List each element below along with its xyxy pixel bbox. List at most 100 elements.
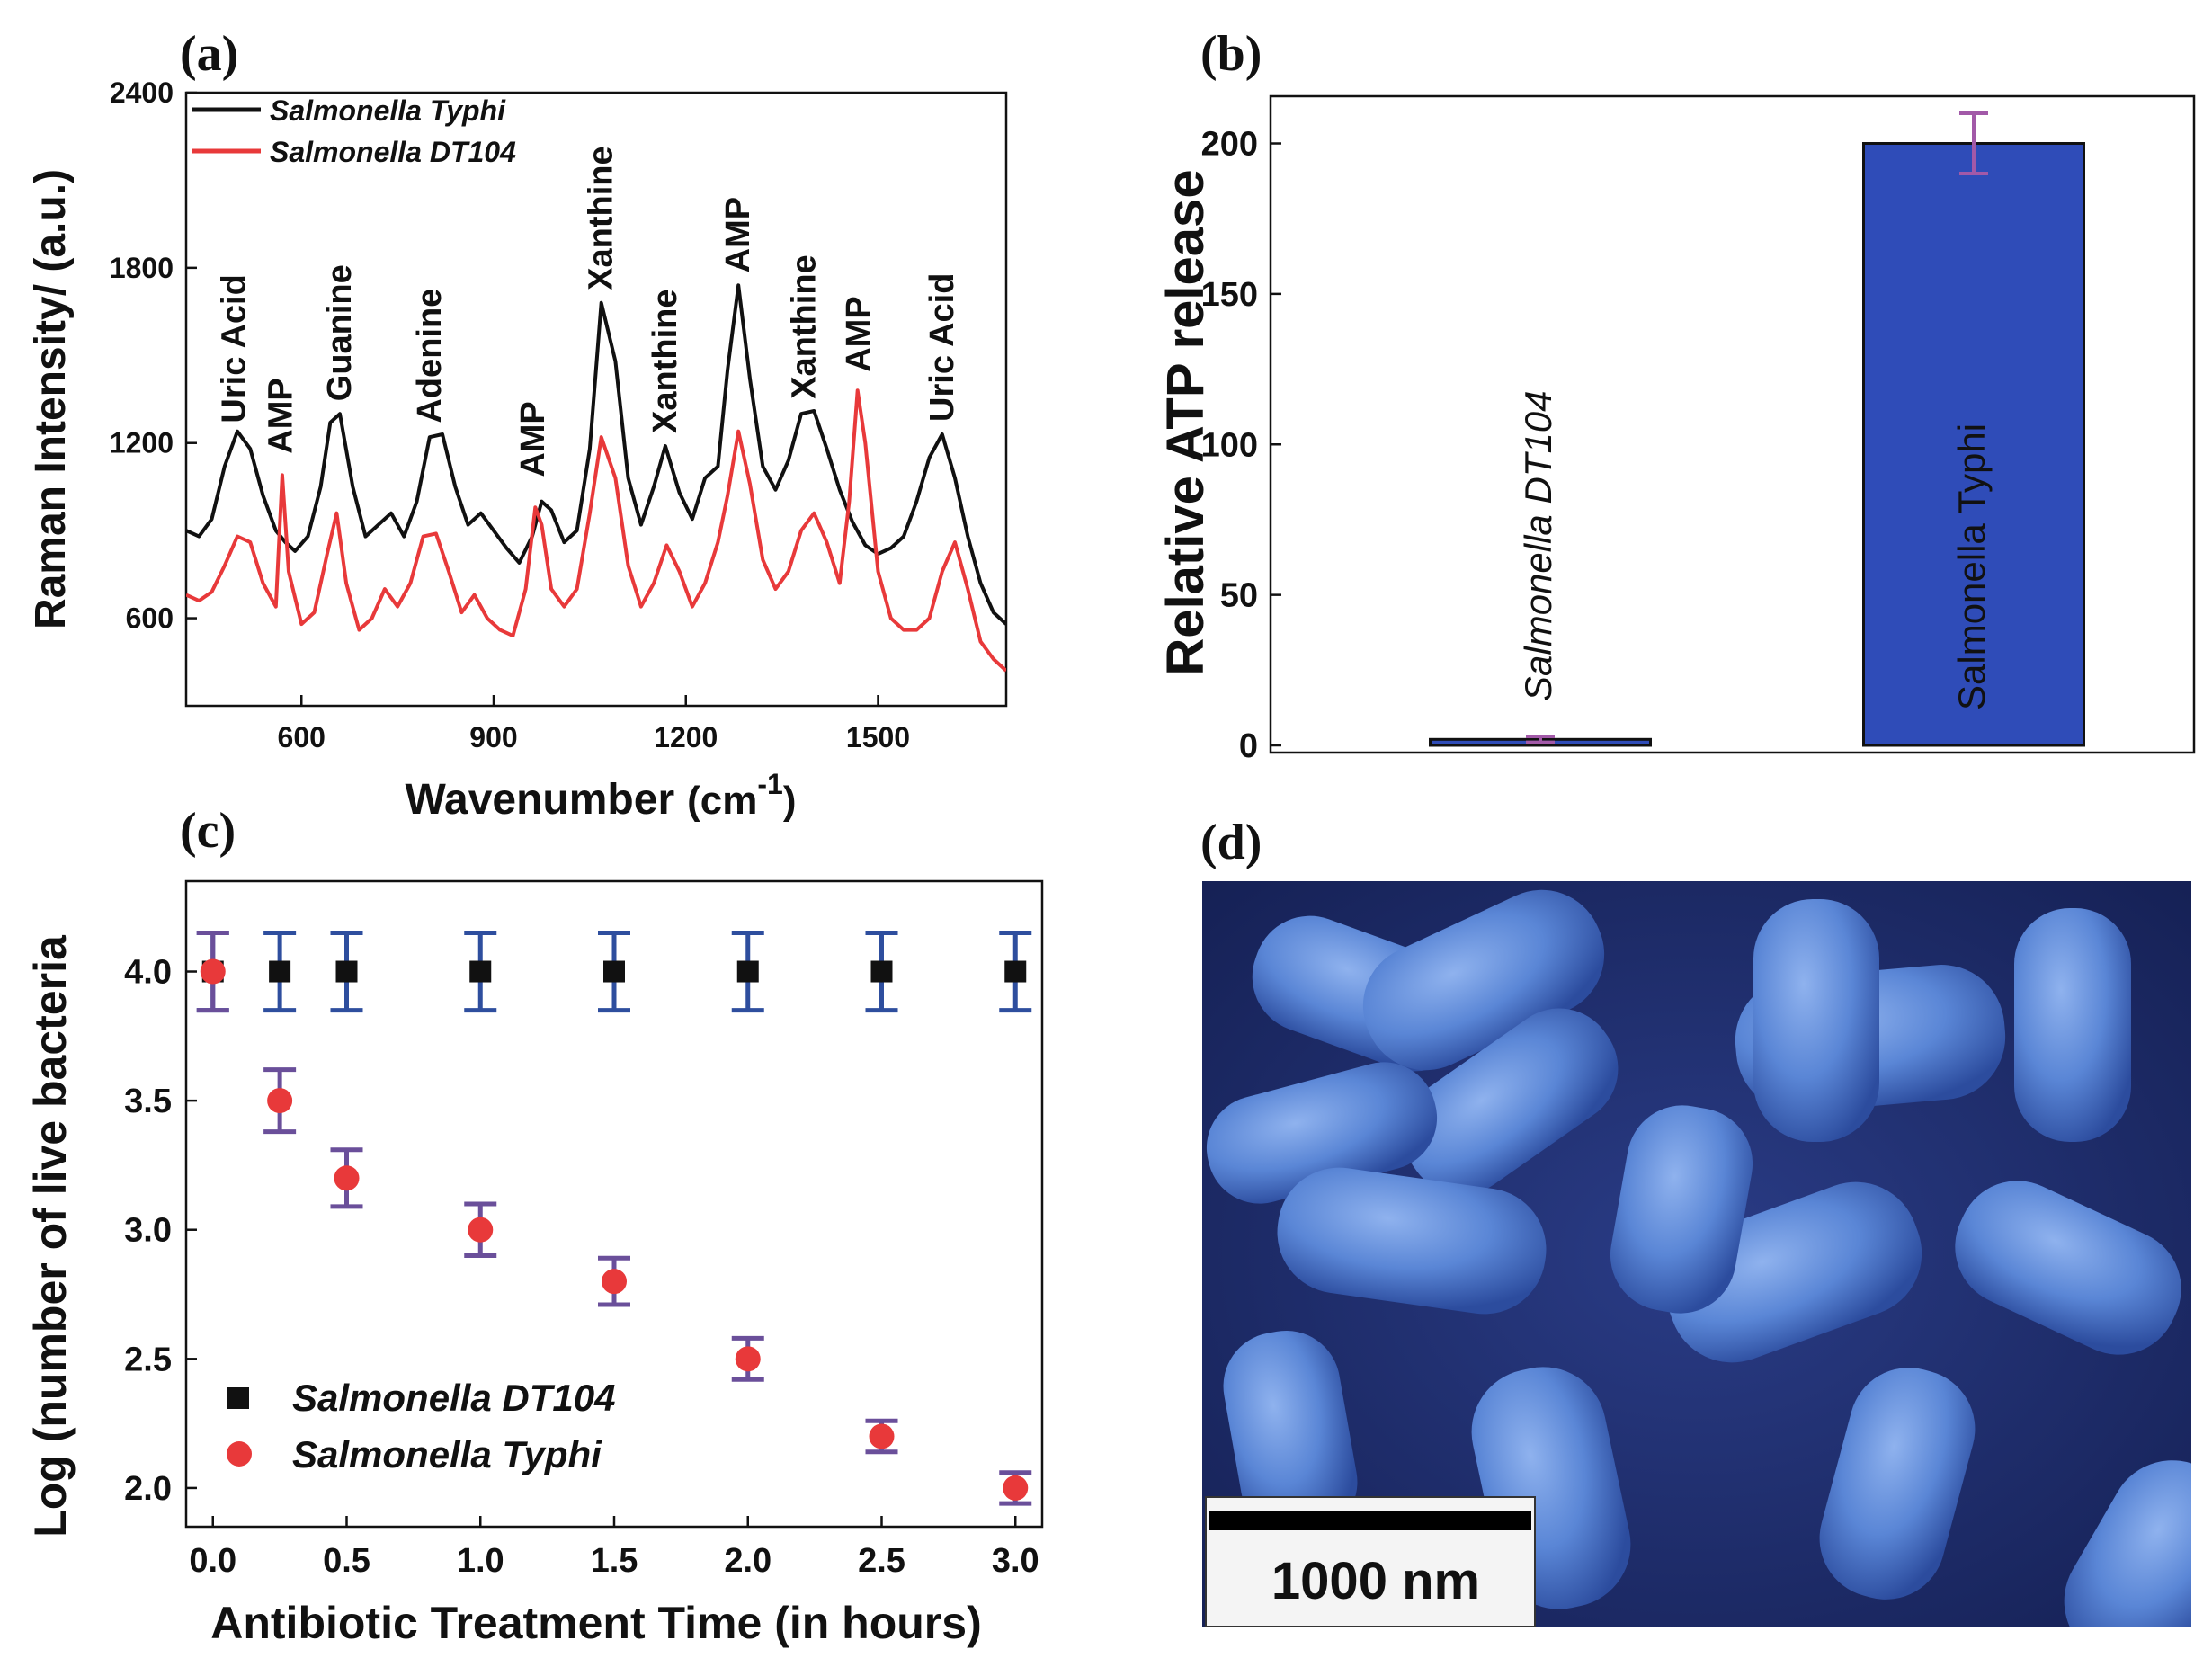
panel-b-axes-frame <box>1269 94 2196 754</box>
data-point-typhi <box>334 1165 360 1191</box>
x-tick-label: 1500 <box>846 721 910 753</box>
y-tick-label: 0 <box>1239 727 1258 765</box>
peak-label: AMP <box>514 401 552 477</box>
data-point-typhi <box>1003 1475 1029 1501</box>
x-tick-label: 900 <box>469 721 517 753</box>
data-point-dt104 <box>335 960 358 983</box>
panel-a-legend: Salmonella Typhi Salmonella DT104 <box>192 94 516 168</box>
peak-label: Uric Acid <box>215 274 253 423</box>
bar <box>1862 142 2085 747</box>
legend-marker-dt104 <box>227 1387 249 1409</box>
panel-c-survival: (c) 0.0 0.5 1.0 1.5 2.0 2.5 3.0 2.0 2.5 3.0 3.5 4.0… <box>25 803 1044 1648</box>
panel-b-label: (b) <box>1200 26 1262 82</box>
x-tick-label: 0.5 <box>323 1542 370 1580</box>
peak-label: AMP <box>262 378 299 453</box>
data-point-dt104 <box>603 960 625 983</box>
legend-label-dt104: Salmonella DT104 <box>270 136 516 168</box>
panel-c-xlabel: Antibiotic Treatment Time (in hours) <box>210 1598 981 1648</box>
peak-label: Guanine <box>321 264 359 401</box>
data-point-dt104 <box>870 960 893 983</box>
panel-d-label: (d) <box>1200 815 1262 870</box>
panel-b-bars: Salmonella DT104 Salmonella Typhi <box>1429 111 2085 747</box>
scale-bar: 1000 nm <box>1205 1496 1536 1627</box>
panel-a-xlabel-close: ) <box>783 779 797 823</box>
y-tick-label: 2.5 <box>124 1341 172 1378</box>
series-line-typhi <box>186 283 1006 626</box>
y-tick-label: 1200 <box>110 427 174 459</box>
x-tick-label: 600 <box>278 721 326 753</box>
panel-c-points <box>196 930 1032 1506</box>
panel-c-label: (c) <box>180 803 236 859</box>
bacterium <box>2014 908 2131 1142</box>
panel-b-ticks: 0 50 100 150 200 <box>1201 126 1281 765</box>
data-point-typhi <box>468 1217 494 1243</box>
y-tick-label: 1800 <box>110 252 174 284</box>
data-point-typhi <box>869 1423 895 1449</box>
y-tick-label: 200 <box>1201 126 1258 164</box>
x-tick-label: 1200 <box>654 721 718 753</box>
peak-label: Xanthine <box>583 146 620 290</box>
data-point-dt104 <box>1004 960 1027 983</box>
x-tick-label: 2.5 <box>858 1542 905 1580</box>
bacterium <box>1403 1008 1619 1195</box>
y-tick-label: 4.0 <box>124 954 172 992</box>
data-point-dt104 <box>736 960 759 983</box>
bacterium <box>1277 1167 1547 1315</box>
scale-bar-label: 1000 nm <box>1271 1552 1480 1610</box>
x-tick-label: 0.0 <box>189 1542 236 1580</box>
panel-d-micrograph: (d) 1000 nm <box>1200 815 2191 1627</box>
y-tick-label: 150 <box>1201 276 1258 314</box>
peak-label: AMP <box>840 296 878 371</box>
peak-label: AMP <box>719 197 757 272</box>
data-point-typhi <box>200 958 226 985</box>
category-label: Salmonella DT104 <box>1517 390 1559 701</box>
data-point-dt104 <box>269 960 291 983</box>
panel-a-xlabel-unit: (cm <box>687 779 757 823</box>
legend-label-dt104: Salmonella DT104 <box>292 1377 615 1419</box>
bacterium <box>1753 899 1879 1142</box>
panel-c-ylabel: Log (number of live bacteria <box>25 934 76 1538</box>
x-tick-label: 1.0 <box>457 1542 504 1580</box>
panel-a-ticks: 600 900 1200 1500 600 1200 1800 2400 <box>110 76 910 753</box>
bacterium <box>2064 1460 2191 1627</box>
y-tick-label: 100 <box>1201 426 1258 464</box>
bacterium <box>1362 889 1605 1071</box>
series-line-dt104 <box>186 388 1006 673</box>
x-tick-label: 1.5 <box>591 1542 638 1580</box>
panel-a-axes-frame <box>184 91 1008 708</box>
legend-label-typhi: Salmonella Typhi <box>270 94 506 127</box>
y-tick-label: 2.0 <box>124 1470 172 1508</box>
peak-label: Uric Acid <box>923 273 961 422</box>
peak-label: Xanthine <box>786 254 824 398</box>
bacterium <box>1223 1330 1358 1538</box>
panel-c-ticks: 0.0 0.5 1.0 1.5 2.0 2.5 3.0 2.0 2.5 3.0 3.5 4.0 <box>124 954 1039 1580</box>
data-point-typhi <box>267 1088 293 1114</box>
panel-a-ylabel: Raman Intensity/ (a.u.) <box>27 169 75 629</box>
peak-label: Xanthine <box>647 289 684 432</box>
y-tick-label: 3.0 <box>124 1212 172 1250</box>
y-tick-label: 3.5 <box>124 1083 172 1120</box>
legend-label-typhi: Salmonella Typhi <box>292 1433 602 1475</box>
x-tick-label: 3.0 <box>992 1542 1039 1580</box>
bacterium <box>1955 1181 2181 1355</box>
data-point-typhi <box>735 1346 761 1372</box>
panel-c-legend: Salmonella DT104 Salmonella Typhi <box>227 1377 615 1475</box>
x-tick-label: 2.0 <box>724 1542 772 1580</box>
panel-a-series-lines <box>186 283 1006 673</box>
y-tick-label: 600 <box>126 602 174 635</box>
bacterium <box>1819 1368 1976 1600</box>
panel-b-ylabel: Relative ATP release <box>1156 169 1215 675</box>
legend-marker-typhi <box>227 1441 252 1466</box>
panel-a-raman-spectra: (a) 600 900 1200 1500 600 1200 1800 2400 Uric A… <box>27 26 1008 824</box>
panel-a-xlabel-sup: -1 <box>757 768 782 800</box>
panel-a-label: (a) <box>180 26 238 82</box>
y-tick-label: 50 <box>1220 577 1258 615</box>
data-point-dt104 <box>469 960 492 983</box>
y-tick-label: 2400 <box>110 76 174 109</box>
data-point-typhi <box>602 1269 627 1295</box>
category-label: Salmonella Typhi <box>1950 423 1993 710</box>
bacterium <box>1206 1062 1438 1204</box>
bacterium <box>1610 1105 1753 1314</box>
